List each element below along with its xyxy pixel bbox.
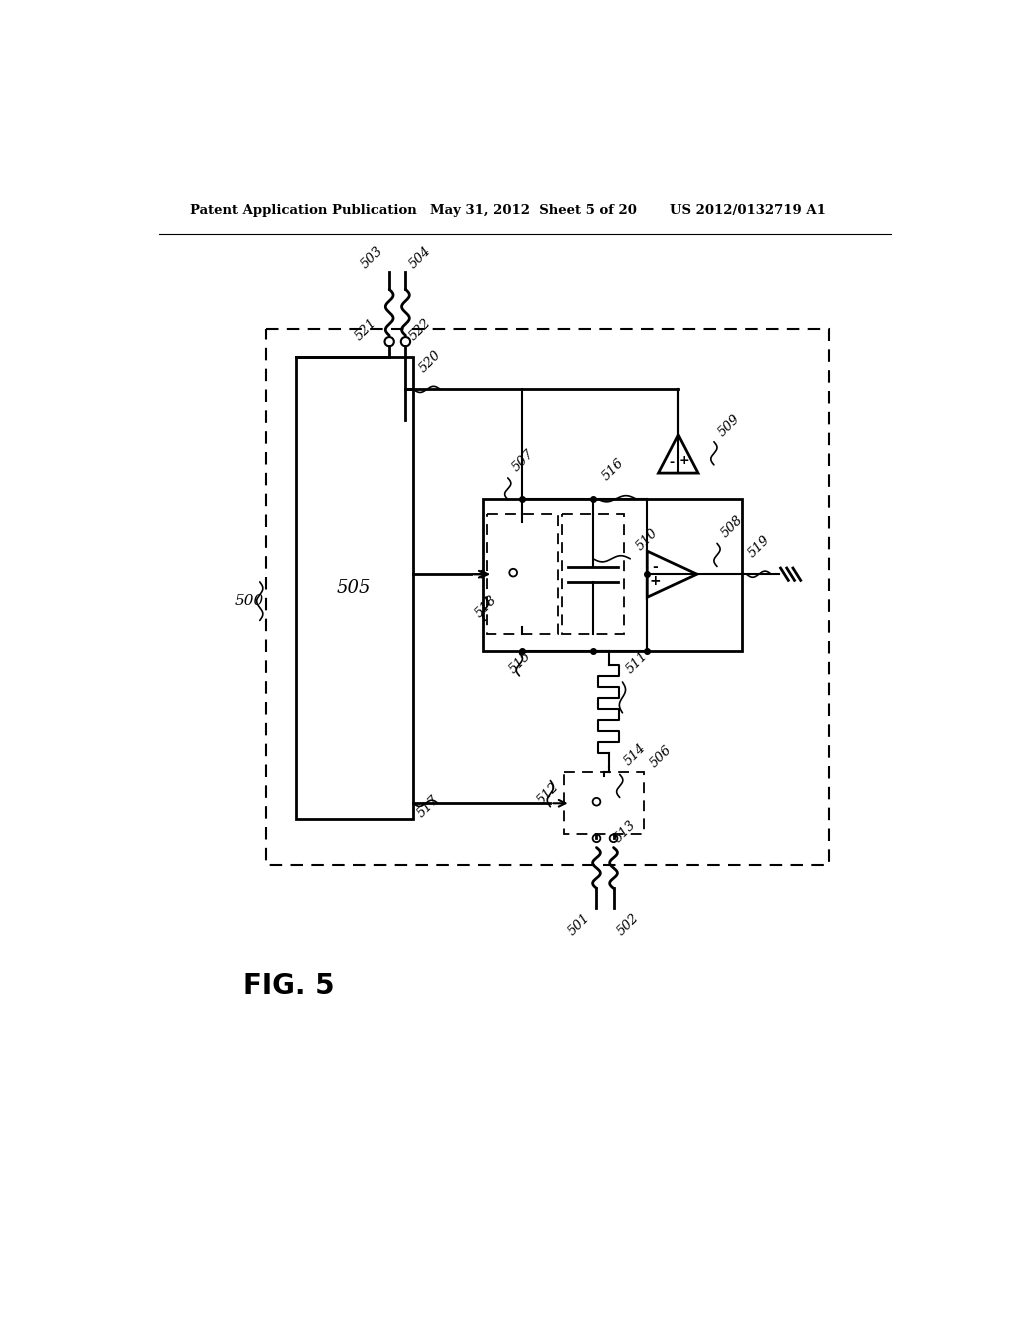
Text: 501: 501 [565, 911, 593, 937]
Text: 502: 502 [615, 911, 642, 937]
Text: Patent Application Publication: Patent Application Publication [190, 205, 417, 218]
Text: 503: 503 [359, 244, 386, 271]
Text: 510: 510 [633, 525, 660, 553]
Text: 505: 505 [337, 579, 372, 597]
Text: 511: 511 [624, 649, 651, 676]
Text: 506: 506 [648, 743, 675, 771]
Text: +: + [678, 454, 689, 466]
Text: 515: 515 [506, 649, 534, 676]
Text: 516: 516 [599, 457, 626, 483]
Text: -: - [670, 457, 675, 469]
Polygon shape [658, 436, 698, 473]
Text: US 2012/0132719 A1: US 2012/0132719 A1 [671, 205, 826, 218]
Text: +: + [649, 574, 660, 587]
Text: -: - [652, 561, 657, 574]
Text: 508: 508 [719, 513, 745, 540]
Text: 519: 519 [745, 533, 773, 560]
Text: 521: 521 [353, 317, 380, 343]
Text: May 31, 2012  Sheet 5 of 20: May 31, 2012 Sheet 5 of 20 [430, 205, 637, 218]
Polygon shape [483, 499, 741, 651]
Text: 504: 504 [407, 244, 434, 271]
Text: FIG. 5: FIG. 5 [243, 972, 334, 1001]
Text: 507: 507 [509, 447, 537, 474]
Polygon shape [296, 358, 414, 818]
Text: 518: 518 [473, 594, 500, 620]
Text: 514: 514 [622, 742, 648, 768]
Polygon shape [647, 552, 697, 597]
Text: 500: 500 [236, 594, 264, 609]
Text: 520: 520 [417, 348, 444, 376]
Text: 509: 509 [716, 412, 742, 438]
Text: 517: 517 [415, 793, 441, 820]
Text: 513: 513 [612, 818, 639, 845]
Text: 512: 512 [535, 780, 562, 808]
Text: 522: 522 [407, 317, 434, 343]
